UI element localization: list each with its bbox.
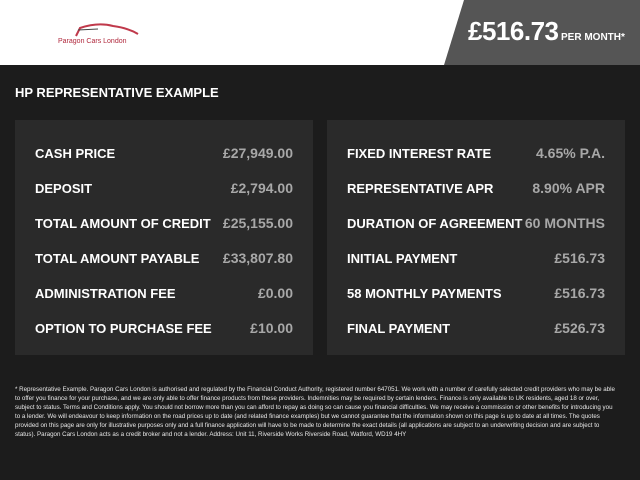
row-value: £2,794.00 — [230, 180, 293, 196]
row-label: ADMINISTRATION FEE — [35, 285, 176, 301]
row-label: FINAL PAYMENT — [347, 320, 451, 336]
finance-row: TOTAL AMOUNT OF CREDIT £25,155.00 — [35, 213, 293, 233]
finance-row: INITIAL PAYMENT £516.73 — [347, 248, 605, 268]
row-label: CASH PRICE — [35, 145, 116, 161]
row-label: INITIAL PAYMENT — [347, 250, 458, 266]
logo-text: Paragon Cars London — [58, 38, 127, 45]
row-value: £516.73 — [554, 250, 605, 266]
finance-row: 58 MONTHLY PAYMENTS £516.73 — [347, 283, 605, 303]
row-label: OPTION TO PURCHASE FEE — [35, 320, 212, 336]
finance-row: OPTION TO PURCHASE FEE £10.00 — [35, 318, 293, 338]
per-month-label: PER MONTH* — [561, 32, 625, 43]
row-label: DURATION OF AGREEMENT — [347, 215, 523, 231]
row-value: £516.73 — [554, 285, 605, 301]
monthly-price: £516.73 — [468, 16, 559, 46]
finance-row: ADMINISTRATION FEE £0.00 — [35, 283, 293, 303]
price-box — [444, 0, 640, 65]
row-value: £27,949.00 — [222, 145, 293, 161]
left-panel: CASH PRICE £27,949.00 DEPOSIT £2,794.00 TOTA… — [15, 120, 313, 355]
row-value: 60 MONTHS — [524, 215, 605, 231]
page-title: HP REPRESENTATIVE EXAMPLE — [15, 85, 219, 100]
row-value: £25,155.00 — [222, 215, 293, 231]
right-panel: FIXED INTEREST RATE 4.65% P.A. REPRESENTAT… — [327, 120, 625, 355]
finance-row: REPRESENTATIVE APR 8.90% APR — [347, 178, 605, 198]
finance-row: FIXED INTEREST RATE 4.65% P.A. — [347, 143, 605, 163]
finance-row: CASH PRICE £27,949.00 — [35, 143, 293, 163]
row-value: £0.00 — [257, 285, 293, 301]
car-logo-icon — [75, 23, 139, 37]
finance-row: TOTAL AMOUNT PAYABLE £33,807.80 — [35, 248, 293, 268]
row-label: DEPOSIT — [35, 180, 93, 196]
row-label: REPRESENTATIVE APR — [347, 180, 494, 196]
finance-row: DEPOSIT £2,794.00 — [35, 178, 293, 198]
row-value: £526.73 — [554, 320, 605, 336]
row-value: £33,807.80 — [222, 250, 293, 266]
finance-row: DURATION OF AGREEMENT 60 MONTHS — [347, 213, 605, 233]
row-label: 58 MONTHLY PAYMENTS — [347, 285, 502, 301]
row-value: 8.90% APR — [532, 180, 605, 196]
finance-row: FINAL PAYMENT £526.73 — [347, 318, 605, 338]
row-label: FIXED INTEREST RATE — [347, 145, 492, 161]
row-value: 4.65% P.A. — [535, 145, 605, 161]
disclaimer: * Representative Example. Paragon Cars L… — [15, 386, 615, 439]
row-label: TOTAL AMOUNT PAYABLE — [35, 250, 200, 266]
row-label: TOTAL AMOUNT OF CREDIT — [35, 215, 211, 231]
logo[interactable]: Paragon Cars London — [58, 20, 158, 50]
row-value: £10.00 — [250, 320, 293, 336]
